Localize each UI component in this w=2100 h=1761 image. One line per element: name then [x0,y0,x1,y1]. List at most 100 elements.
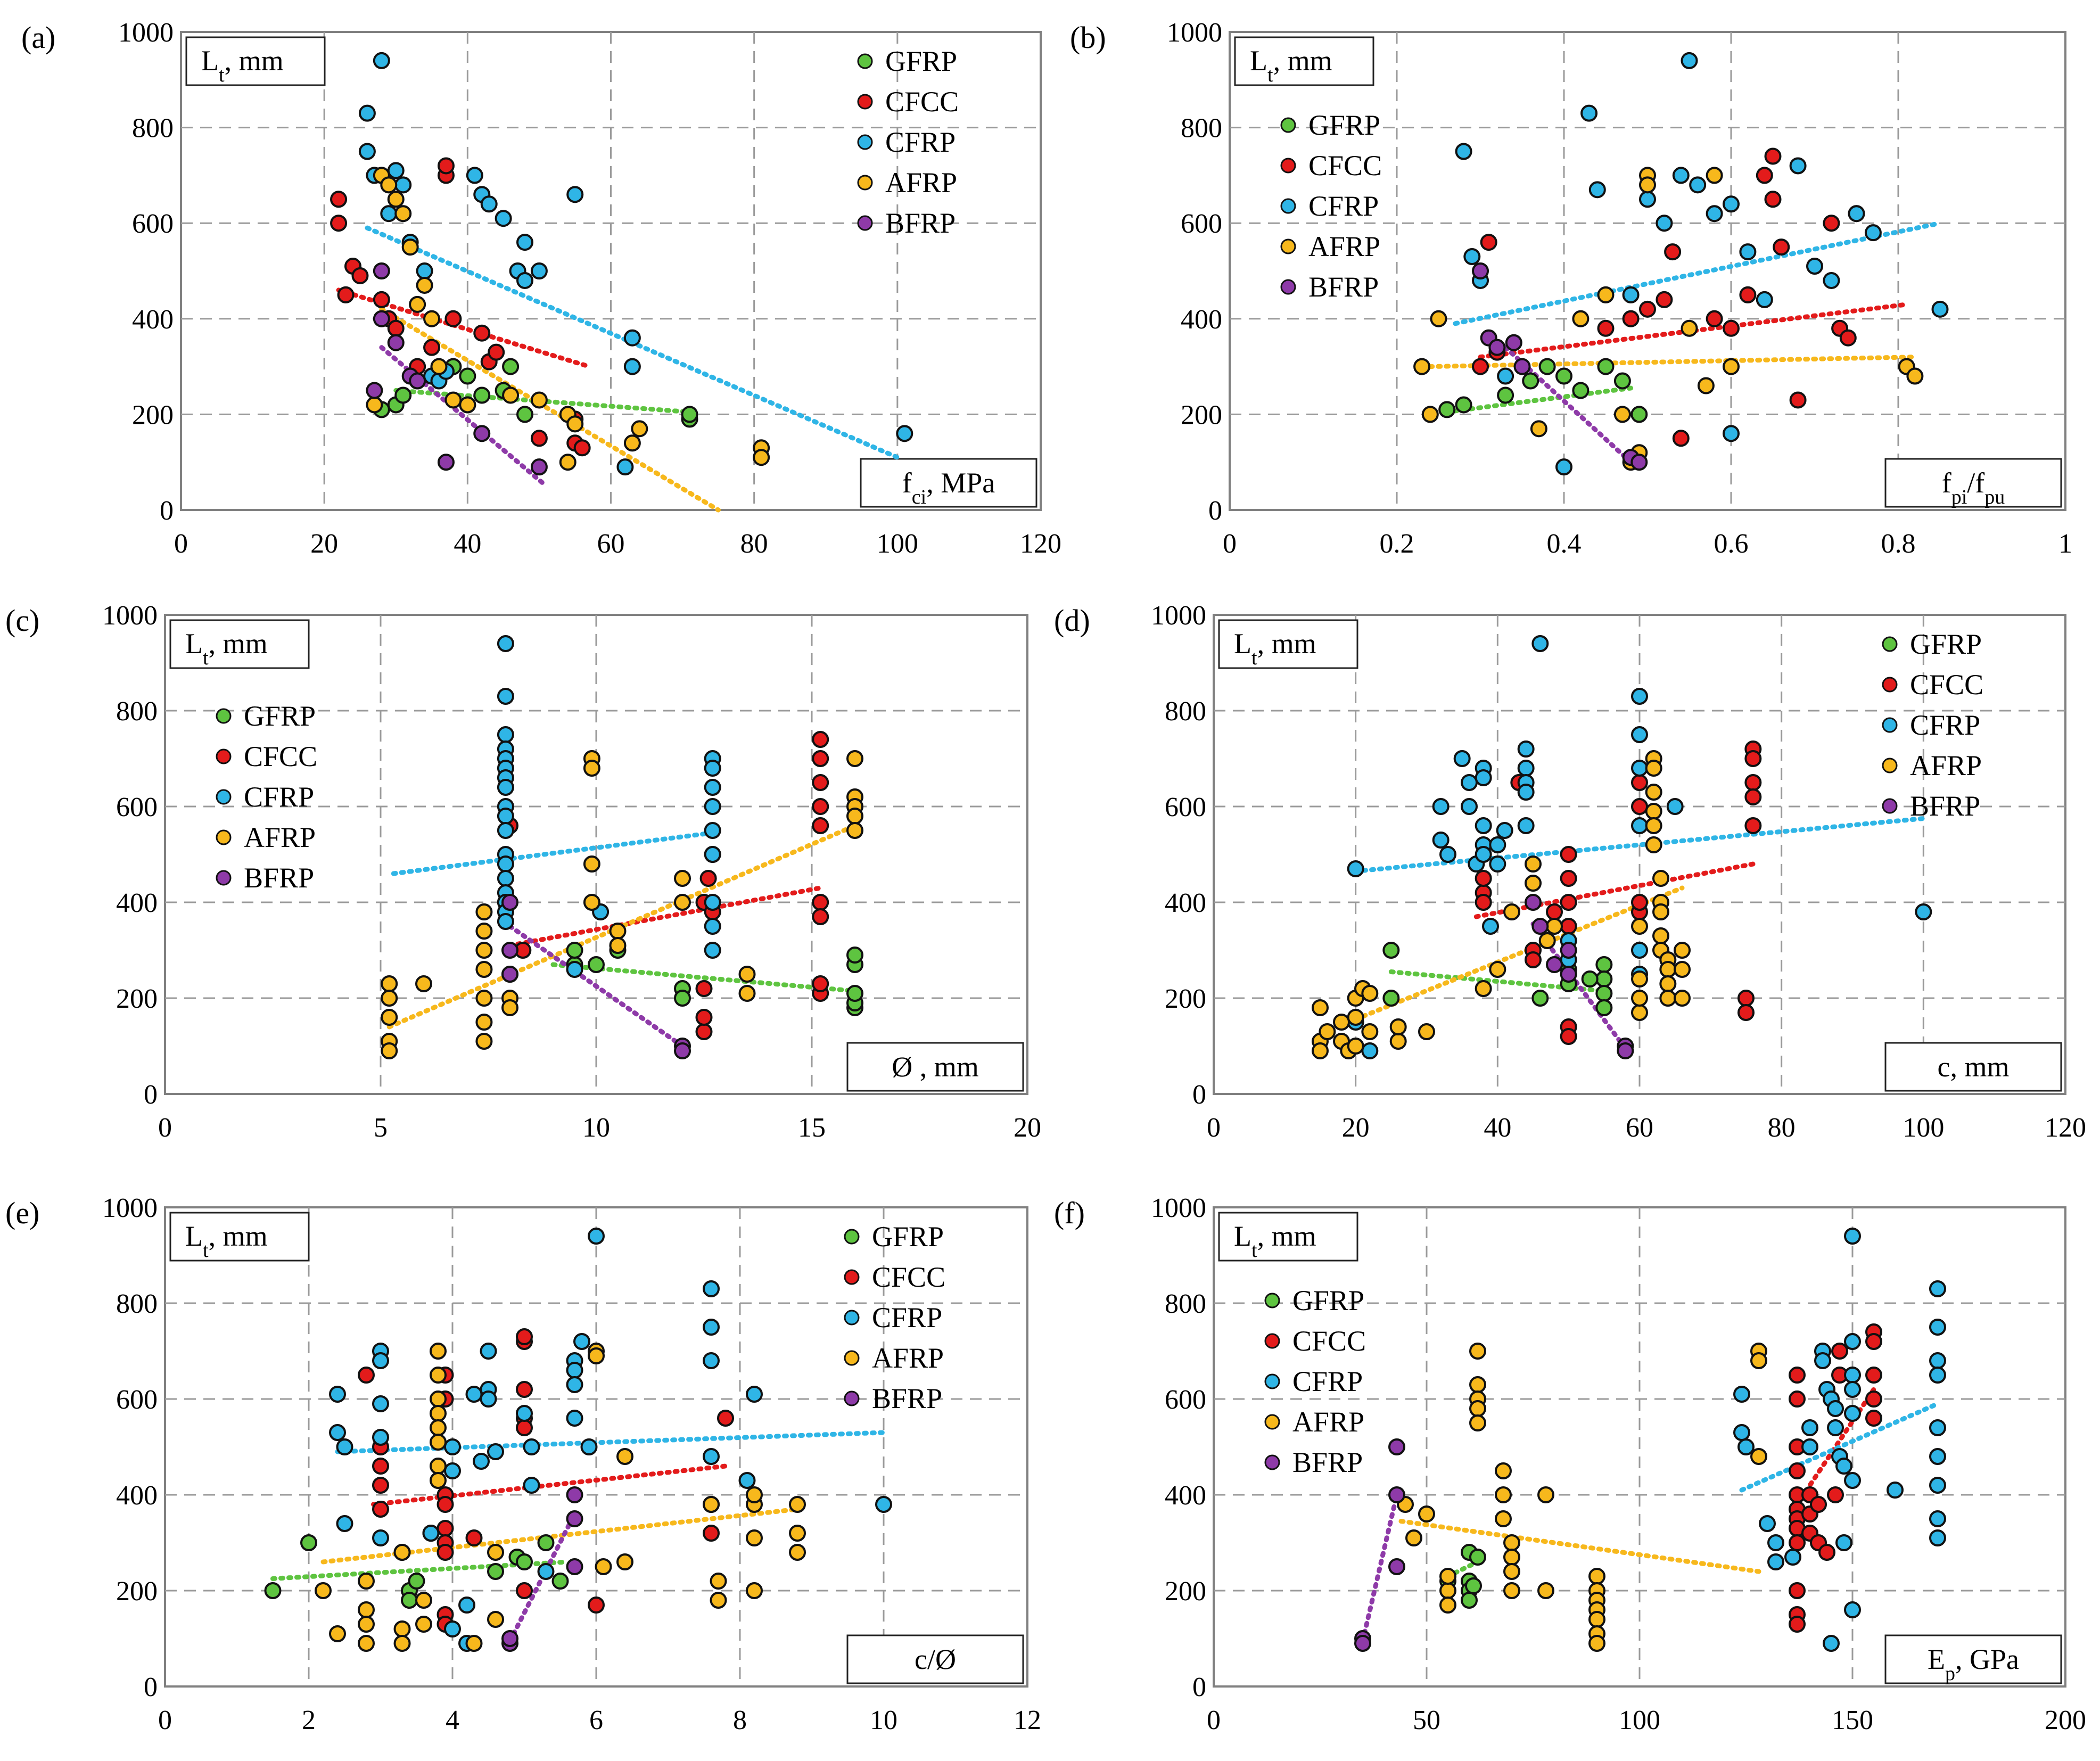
x-label-box [1884,1042,2062,1092]
legend-label-bfrp: BFRP [1292,1446,1363,1478]
point-afrp [381,1042,398,1059]
legend-label-cfcc: CFCC [244,740,317,772]
point-afrp [1495,1486,1512,1503]
legend-label-cfrp: CFRP [872,1302,942,1334]
point-afrp [475,1014,493,1031]
point-afrp [1503,1549,1520,1566]
point-cfrp [1756,291,1773,308]
point-cfrp [329,1386,346,1403]
point-gfrp [1522,372,1539,390]
point-cfrp [1432,798,1450,815]
point-afrp [393,1544,411,1561]
point-afrp [1674,961,1691,978]
x-tick-label: 8 [733,1705,747,1735]
y-tick-label: 600 [1165,792,1206,822]
point-cfrp [875,1496,892,1513]
point-cfrp [537,1563,555,1580]
y-tick-label: 400 [132,305,174,335]
point-cfrp [1531,635,1549,652]
y-tick-label: 200 [116,984,158,1014]
point-afrp [583,894,600,911]
point-afrp [475,923,493,940]
point-cfcc [1664,243,1682,261]
point-afrp [1319,1023,1336,1040]
point-bfrp [1505,334,1522,351]
point-gfrp [473,386,491,404]
x-label-sub: p [1945,1663,1955,1685]
point-cfcc [1744,817,1762,834]
point-gfrp [1595,970,1613,988]
point-afrp [502,386,520,404]
point-cfrp [480,195,498,213]
point-cfrp [1827,1419,1844,1436]
point-afrp [430,1390,447,1408]
legend-marker-cfcc [1280,158,1296,174]
point-cfrp [1844,1601,1861,1618]
legend-marker-cfrp [1264,1373,1280,1389]
point-afrp [1538,932,1556,949]
point-afrp [430,1367,447,1384]
point-cfcc [473,324,491,342]
point-cfrp [1517,784,1535,801]
point-cfcc [1706,310,1723,327]
point-cfcc [1597,319,1615,337]
point-cfrp [1723,195,1740,213]
point-cfrp [497,870,514,887]
y-label-main: L [1234,1220,1251,1252]
legend-label-gfrp: GFRP [885,45,957,77]
point-gfrp [408,1573,425,1590]
point-cfcc [1865,1390,1882,1408]
point-cfrp [358,104,376,122]
point-afrp [381,1009,398,1026]
point-cfcc [1865,1367,1882,1384]
point-afrp [358,1601,375,1618]
point-gfrp [681,406,698,423]
x-axis-label: fci, MPa [902,467,995,508]
point-afrp [380,176,398,194]
point-cfcc [1525,951,1542,968]
point-afrp [475,903,493,920]
point-bfrp [566,1510,583,1527]
point-gfrp [516,1553,533,1570]
point-cfcc [387,319,405,337]
point-cfrp [373,52,390,69]
point-gfrp [487,1563,504,1580]
point-cfcc [330,215,348,232]
point-cfrp [1580,104,1598,122]
legend-label-bfrp: BFRP [244,862,314,894]
point-afrp [1645,836,1662,853]
point-cfcc [695,980,713,997]
x-label-sub: pu [1984,486,2005,508]
point-cfrp [1931,300,1949,318]
point-afrp [501,999,518,1016]
point-cfrp [1361,1042,1379,1059]
y-label-sub: t [219,64,225,86]
y-label-box [1234,36,1374,86]
x-tick-label: 15 [798,1113,826,1143]
point-gfrp [1461,1592,1478,1609]
point-cfrp [566,186,584,203]
point-cfrp [530,262,548,279]
point-cfrp [1887,1482,1904,1499]
point-afrp [846,808,863,825]
point-cfrp [623,358,641,375]
point-afrp [703,1496,720,1513]
point-bfrp [1525,894,1542,911]
point-cfrp [458,1597,475,1614]
x-tick-label: 20 [1342,1113,1370,1143]
point-bfrp [437,454,455,471]
x-axis-label: c, mm [1938,1051,2010,1083]
point-gfrp [1438,401,1456,418]
point-cfcc [695,1023,713,1040]
point-bfrp [501,1630,518,1647]
y-label-unit: , mm [225,45,284,77]
x-label-box [846,1634,1024,1684]
point-gfrp [502,358,520,375]
y-tick-label: 0 [144,1080,158,1110]
point-cfrp [1929,1477,1946,1494]
point-cfrp [1915,903,1932,920]
y-tick-label: 800 [116,696,158,727]
trendline-bfrp [1360,1492,1399,1643]
point-afrp [710,1592,727,1609]
y-label-box [169,1212,310,1262]
